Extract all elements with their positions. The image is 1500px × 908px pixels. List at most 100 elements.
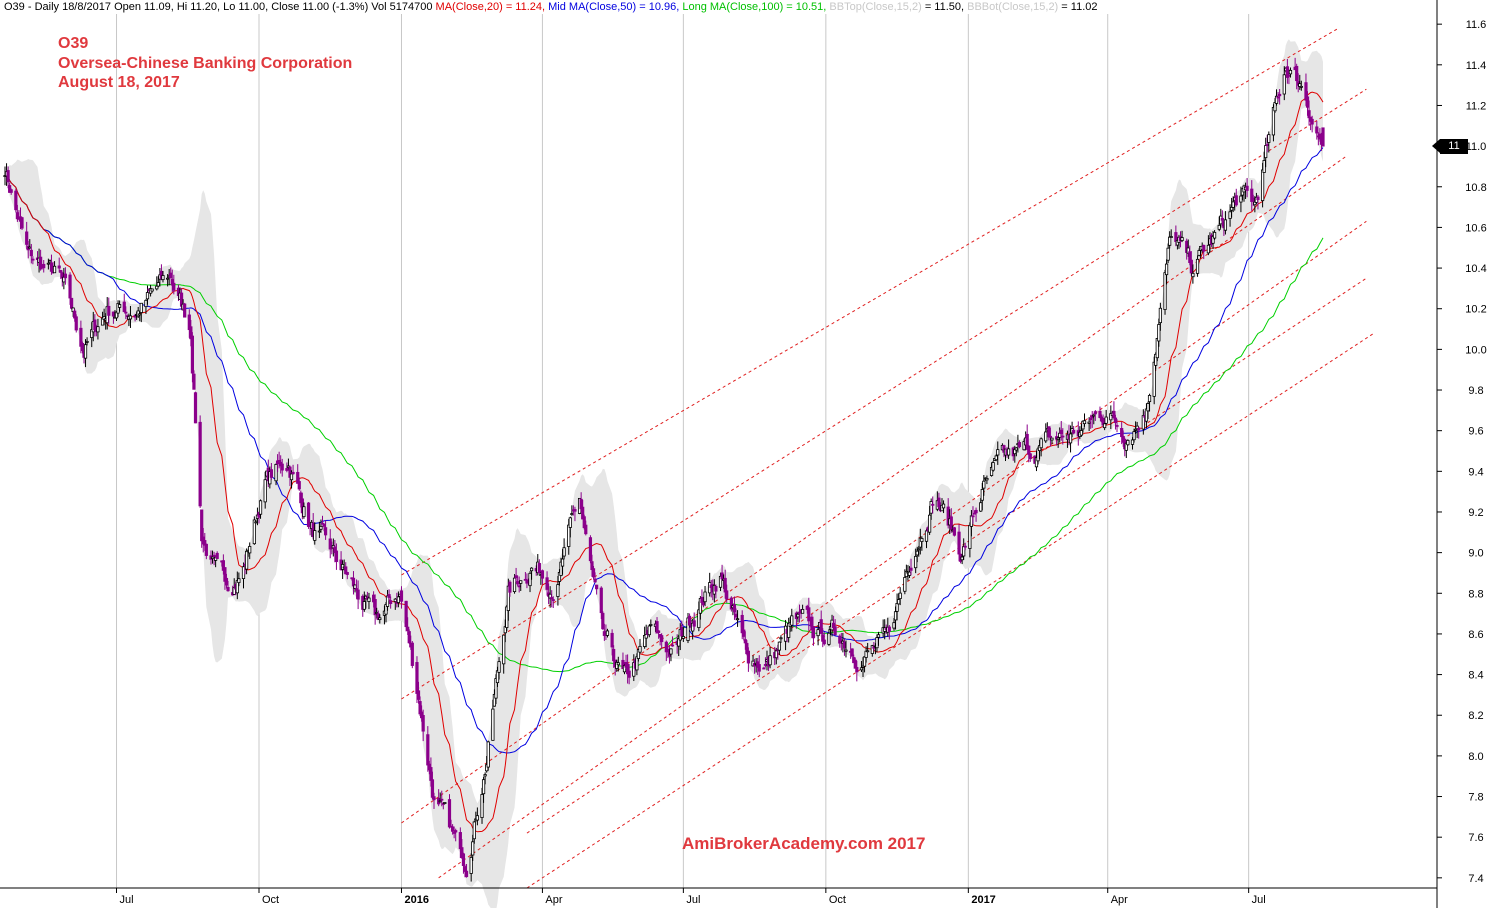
candle-body bbox=[1130, 439, 1135, 445]
candle bbox=[345, 571, 349, 580]
candle-body bbox=[9, 189, 13, 193]
candle bbox=[447, 794, 452, 829]
candle-body bbox=[74, 316, 78, 331]
candle bbox=[991, 460, 995, 472]
candle bbox=[1093, 410, 1097, 421]
candle-body bbox=[1028, 453, 1032, 460]
candle-body bbox=[1104, 416, 1108, 424]
candle-body bbox=[893, 611, 898, 621]
candle-body bbox=[1265, 144, 1269, 146]
candle-body bbox=[461, 853, 466, 866]
candle-body bbox=[155, 285, 159, 290]
candle bbox=[85, 337, 89, 346]
candle-body bbox=[714, 585, 718, 592]
candle-body bbox=[928, 514, 932, 533]
candle-body bbox=[269, 469, 273, 478]
chart-header: O39 - Daily 18/8/2017 Open 11.09, Hi 11.… bbox=[4, 1, 1098, 13]
candle-body bbox=[1147, 395, 1152, 403]
candle-body bbox=[850, 648, 854, 657]
candle-body bbox=[994, 455, 998, 461]
candle bbox=[725, 584, 729, 603]
candle bbox=[1180, 230, 1184, 243]
candle-body bbox=[353, 584, 357, 589]
header-bbbot-value: = 11.02 bbox=[1061, 1, 1098, 13]
candle-body bbox=[254, 521, 258, 524]
candle bbox=[356, 580, 360, 610]
candle-body bbox=[757, 664, 761, 672]
header-symbol: O39 - Daily 18/8/2017 Open 11.09, Hi 11.… bbox=[4, 1, 433, 13]
candle-body bbox=[1260, 169, 1265, 201]
candle-body bbox=[996, 449, 1000, 456]
candle bbox=[537, 559, 541, 575]
candle bbox=[367, 592, 371, 610]
candle-body bbox=[924, 530, 929, 542]
candle-body bbox=[426, 734, 430, 766]
candle-body bbox=[540, 570, 545, 579]
candle bbox=[387, 589, 391, 601]
candle-body bbox=[280, 463, 284, 471]
candle-body bbox=[172, 282, 176, 291]
candle bbox=[128, 306, 133, 328]
candle-body bbox=[430, 779, 435, 798]
candle-body bbox=[1287, 74, 1291, 77]
candle-body bbox=[362, 601, 366, 610]
candle-body bbox=[406, 626, 410, 631]
candle-body bbox=[1251, 197, 1255, 202]
candle-body bbox=[145, 292, 150, 300]
candle-body bbox=[833, 626, 837, 636]
candle bbox=[1039, 437, 1043, 457]
candle-body bbox=[742, 629, 746, 637]
candle-body bbox=[319, 525, 323, 530]
candle bbox=[627, 664, 631, 685]
candle-body bbox=[128, 315, 133, 320]
candle-body bbox=[616, 662, 620, 666]
candle-body bbox=[508, 581, 512, 593]
candle-body bbox=[1305, 96, 1310, 108]
candle-body bbox=[762, 667, 766, 670]
candle-body bbox=[649, 624, 653, 626]
candle-body bbox=[42, 263, 46, 269]
candle bbox=[83, 339, 88, 368]
candle bbox=[1195, 255, 1200, 277]
candle bbox=[1223, 211, 1228, 235]
candle bbox=[777, 641, 781, 655]
candle bbox=[1256, 194, 1260, 210]
candle bbox=[898, 587, 902, 606]
y-tick-label: 10.0 bbox=[1465, 344, 1486, 356]
candle-body bbox=[322, 523, 326, 527]
candle bbox=[237, 572, 241, 587]
candle-body bbox=[556, 584, 560, 597]
candle-body bbox=[644, 633, 648, 639]
candle-body bbox=[399, 590, 404, 602]
y-tick-label: 7.4 bbox=[1468, 873, 1483, 885]
candle-body bbox=[263, 479, 267, 503]
candle-body bbox=[931, 503, 935, 506]
candle bbox=[319, 519, 323, 533]
candle-body bbox=[703, 591, 707, 603]
candle bbox=[252, 516, 256, 545]
candle-body bbox=[438, 800, 442, 803]
candle-body bbox=[937, 497, 941, 508]
candle-body bbox=[183, 303, 187, 318]
candle-body bbox=[570, 513, 574, 515]
candle-body bbox=[502, 634, 506, 665]
candle bbox=[855, 660, 859, 682]
candle bbox=[302, 502, 306, 519]
candle-body bbox=[1137, 427, 1141, 431]
candle-body bbox=[720, 572, 724, 580]
chart-title-symbol: O39 bbox=[58, 35, 89, 52]
candle bbox=[595, 584, 599, 595]
candle bbox=[790, 608, 794, 632]
candle-body bbox=[323, 527, 328, 536]
candle bbox=[1166, 243, 1170, 264]
x-tick-label: Oct bbox=[262, 894, 279, 906]
candle-body bbox=[1039, 438, 1043, 449]
candle-body bbox=[895, 602, 899, 612]
candle bbox=[588, 535, 593, 564]
candle-body bbox=[876, 634, 881, 638]
candle bbox=[866, 642, 870, 653]
candle-body bbox=[855, 666, 859, 673]
candle bbox=[226, 580, 230, 592]
candle bbox=[139, 302, 143, 323]
candle-body bbox=[801, 608, 805, 614]
